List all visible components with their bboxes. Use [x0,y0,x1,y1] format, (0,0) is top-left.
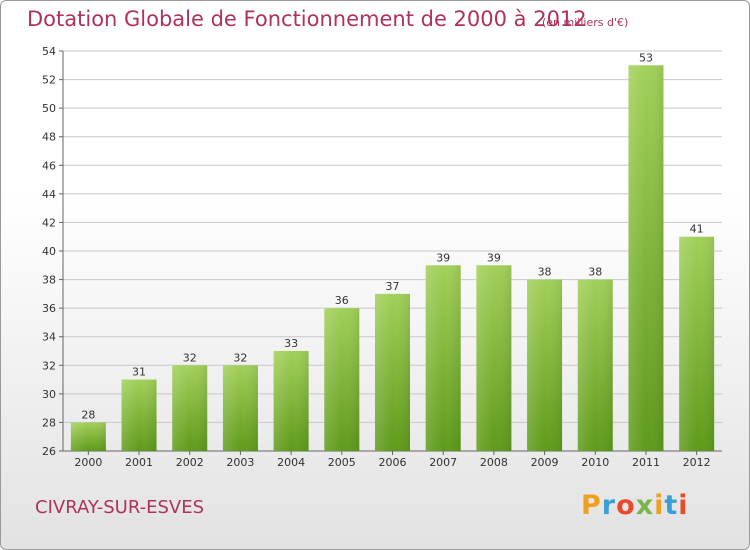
x-tick-label: 2010 [581,456,609,469]
logo-letter: r [601,490,617,521]
bar-value-label: 33 [284,337,298,350]
bar-value-label: 39 [436,251,450,264]
bar-value-label: 32 [233,351,247,364]
x-tick-label: 2006 [379,456,407,469]
bar-value-label: 31 [132,366,146,379]
bar-shine [527,279,563,451]
bar-shine [679,236,715,451]
bar-shine [375,293,410,451]
chart-title: Dotation Globale de Fonctionnement de 20… [27,7,587,31]
logo-letter: x [635,490,655,521]
chart-subtitle: (en milliers d'€) [542,16,629,29]
bar-value-label: 41 [690,223,704,236]
y-tick-label: 36 [42,302,56,315]
logo-letter: i [678,490,689,521]
bar-shine [70,422,106,451]
bar-value-label: 36 [335,294,349,307]
x-tick-label: 2012 [683,456,711,469]
x-tick-label: 2001 [125,456,153,469]
y-tick-label: 26 [42,445,56,458]
x-tick-label: 2000 [74,456,102,469]
commune-name: CIVRAY-SUR-ESVES [35,497,205,518]
bar-layer [70,65,715,452]
x-tick-label: 2008 [480,456,508,469]
bar-value-label: 53 [639,51,653,64]
x-tick-label: 2004 [277,456,305,469]
x-tick-label: 2002 [176,456,204,469]
y-tick-label: 32 [42,359,56,372]
y-tick-label: 54 [42,45,56,58]
logo-letter: P [581,490,602,521]
y-tick-label: 46 [42,159,56,172]
y-tick-label: 34 [42,331,56,344]
bar-value-label: 38 [538,266,552,279]
x-tick-label: 2003 [226,456,254,469]
y-tick-label: 44 [42,188,56,201]
bar-shine [121,379,157,451]
bar-value-label: 39 [487,251,501,264]
y-tick-label: 28 [42,416,56,429]
y-tick-label: 38 [42,274,56,287]
x-tick-label: 2011 [632,456,660,469]
y-tick-label: 52 [42,74,56,87]
x-tick-label: 2007 [429,456,457,469]
bar-shine [476,265,512,451]
x-tick-label: 2005 [328,456,356,469]
bar-value-label: 38 [588,266,602,279]
y-tick-label: 48 [42,131,56,144]
logo-letter: o [616,490,636,521]
y-tick-label: 50 [42,102,56,115]
bar-shine [628,65,664,452]
bar-shine [222,365,258,451]
bar-value-label: 32 [183,351,197,364]
logo-letter: t [664,490,679,521]
logo-letter: i [654,490,665,521]
proxiti-logo: Proxiti [581,490,689,521]
bar-value-label: 28 [81,408,95,421]
bar-value-label: 37 [386,280,400,293]
y-tick-label: 40 [42,245,56,258]
bar-shine [273,351,309,451]
bar-shine [172,365,208,451]
x-tick-label: 2009 [531,456,559,469]
y-tick-label: 42 [42,216,56,229]
bar-shine [425,265,461,451]
label-layer: 28 31 32 32 33 36 37 39 39 38 38 53 41 [81,51,703,421]
y-tick-label: 30 [42,388,56,401]
bar-shine [577,279,613,451]
bar-shine [324,308,360,451]
